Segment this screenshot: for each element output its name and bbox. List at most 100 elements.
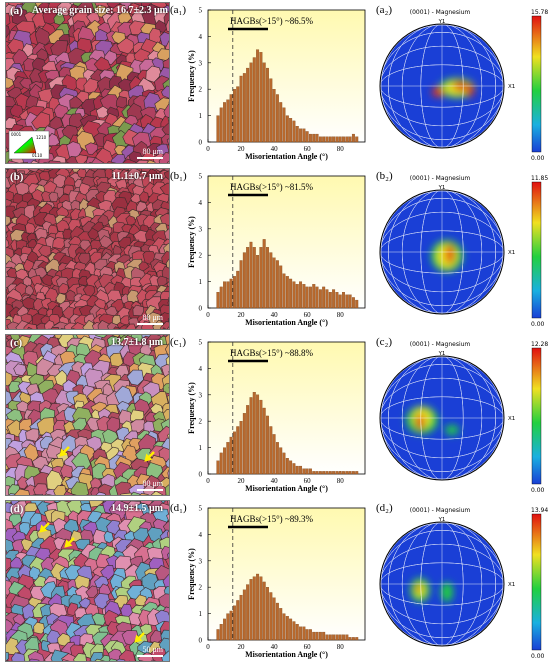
y-axis-label: Frequency (%)	[187, 216, 196, 268]
y-axis-label: Frequency (%)	[187, 548, 196, 600]
histogram-bar	[236, 600, 240, 641]
histogram-panel-label: (d₁)	[170, 502, 187, 514]
histogram-bar	[348, 294, 352, 309]
histogram-bar	[351, 471, 355, 475]
x-tick-label: 80	[337, 477, 345, 485]
x-tick-label: 60	[304, 477, 312, 485]
histogram-plot: 0 1 2 3 4 5 0 20 40 60 80 HAGBs(>15°) ~89.3% Misorie…	[187, 505, 366, 659]
intensity-blob	[416, 414, 424, 430]
histogram-bar	[305, 629, 309, 641]
histogram-bar	[305, 131, 309, 143]
histogram-bar	[308, 468, 312, 475]
histogram-bar	[272, 597, 276, 641]
histogram-bar	[259, 247, 263, 309]
histogram-bar	[348, 136, 352, 143]
histogram-bar	[342, 634, 345, 641]
histogram-bar	[282, 273, 286, 309]
histogram-bar	[328, 634, 332, 641]
histogram-bar	[312, 631, 316, 641]
color-bar-min-label: 0.00	[531, 155, 545, 162]
histogram-bar	[252, 392, 256, 475]
histogram-bar	[262, 581, 266, 641]
y-tick-label: 5	[199, 339, 203, 347]
histogram-bar	[242, 73, 246, 143]
pole-figure-outline	[379, 23, 505, 149]
color-bar	[531, 513, 542, 651]
grains	[6, 169, 169, 329]
color-bar-max-label: 13.94	[531, 507, 548, 514]
pole-figure-disc	[380, 522, 504, 646]
grains	[6, 501, 169, 661]
histogram-bar	[262, 239, 266, 309]
y-tick-label: 5	[199, 173, 203, 181]
y-tick-label: 4	[199, 531, 203, 539]
histogram-bar	[308, 629, 312, 641]
histogram-bar	[299, 465, 303, 475]
histogram-bar	[338, 471, 342, 475]
x-axis-label: Misorientation Angle (°)	[245, 318, 328, 327]
histogram-bar	[219, 624, 223, 641]
histogram-bar	[302, 284, 306, 309]
histogram-bar	[229, 436, 233, 475]
pole-figure-title: (0001) - Magnesium	[410, 341, 471, 348]
y-tick-label: 4	[199, 365, 203, 373]
histogram-bar	[229, 610, 233, 641]
ipf-legend-label: 0110	[32, 153, 43, 158]
ebsd-map: (b) 11.1±0.7 μm 80 μm	[5, 168, 170, 330]
x-axis-marker: X1	[508, 84, 515, 90]
histogram-bar	[305, 468, 309, 475]
intensity-blob	[466, 83, 474, 97]
histogram-bar	[229, 94, 233, 143]
pole-figure-plot: (0001) - Magnesium Y1 X1 12.28 0.00	[379, 341, 548, 494]
color-bar	[531, 181, 542, 319]
histogram-bar	[216, 292, 220, 309]
histogram-bar	[351, 637, 355, 641]
intensity-blob	[446, 244, 454, 264]
histogram-bar	[223, 281, 226, 309]
histogram-bar	[332, 289, 336, 309]
histogram-bar	[282, 452, 286, 475]
pole-figure-disc	[380, 356, 504, 480]
yellow-arrow-icon	[39, 522, 50, 533]
histogram-bar	[289, 618, 293, 641]
y-axis-marker: Y1	[438, 185, 446, 191]
misorientation-histogram: 0 1 2 3 4 5 0 20 40 60 80 HAGBs(>15°) ~88.8% Misorie…	[170, 334, 370, 494]
color-bar-min-label: 0.00	[531, 653, 545, 660]
histogram-bar	[259, 52, 263, 143]
hagb-annotation: HAGBs(>15°) ~81.5%	[230, 182, 314, 192]
histogram-bar	[242, 589, 246, 641]
histogram-bar	[226, 281, 230, 309]
histogram-bar	[239, 421, 243, 475]
histogram-bar	[229, 278, 233, 309]
histogram-bar	[285, 115, 289, 143]
pole-figure-plot: (0001) - Magnesium Y1 X1 13.94 0.00	[379, 507, 548, 660]
histogram-bar	[289, 278, 293, 309]
histogram-bar	[279, 265, 283, 309]
y-axis-label: Frequency (%)	[187, 50, 196, 102]
x-axis-label: Misorientation Angle (°)	[245, 650, 328, 659]
stereographic-grid	[380, 190, 504, 314]
histogram-bar	[299, 128, 303, 143]
hagb-annotation: HAGBs(>15°) ~86.5%	[230, 16, 314, 26]
x-tick-label: 20	[238, 643, 246, 651]
pole-figure: (0001) - Magnesium Y1 X1 12.28 0.00 (c₂)	[372, 334, 550, 494]
y-tick-label: 0	[199, 637, 203, 645]
histogram-bar	[312, 471, 316, 475]
misorientation-histogram: 0 1 2 3 4 5 0 20 40 60 80 HAGBs(>15°) ~86.5% Misorie…	[170, 2, 370, 162]
pole-figure: (0001) - Magnesium Y1 X1 11.85 0.00 (b₂)	[372, 168, 550, 328]
histogram-bar	[256, 49, 260, 143]
histogram-bar	[322, 286, 326, 309]
histogram-bar	[325, 471, 329, 475]
scale-bar: 80 μm	[137, 313, 163, 325]
grain-size-label: 13.7±1.8 μm	[111, 337, 163, 348]
color-bar	[531, 347, 542, 485]
histogram-bar	[226, 613, 230, 641]
histogram-bar	[246, 67, 250, 143]
scale-bar: 80 μm	[137, 479, 163, 491]
histogram-bar	[249, 579, 253, 641]
histogram-bar	[299, 281, 303, 309]
histogram-bar	[335, 292, 339, 309]
x-axis-marker: X1	[508, 416, 515, 422]
histogram-bar	[282, 613, 286, 641]
histogram-bar	[308, 133, 312, 143]
